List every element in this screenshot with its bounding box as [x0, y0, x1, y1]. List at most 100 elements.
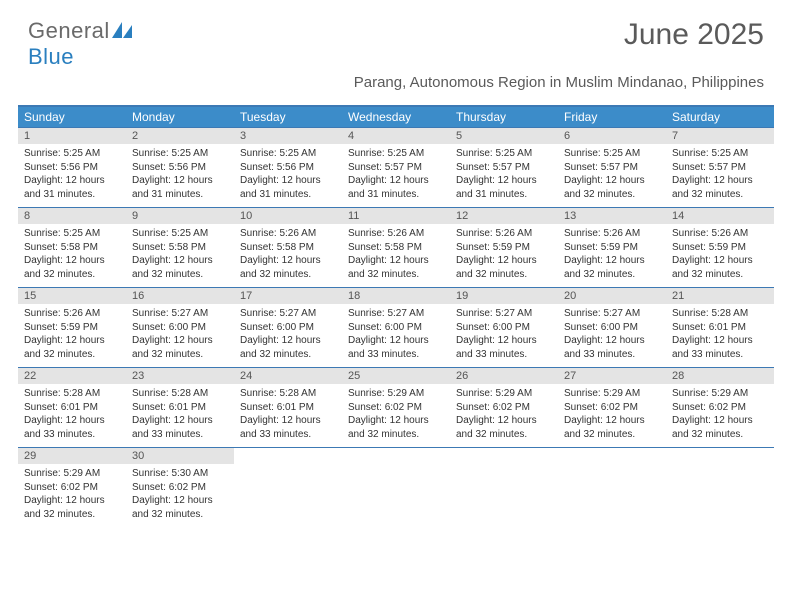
day-details: Sunrise: 5:25 AMSunset: 5:56 PMDaylight:… — [18, 144, 126, 201]
month-title: June 2025 — [624, 18, 764, 52]
day-details: Sunrise: 5:28 AMSunset: 6:01 PMDaylight:… — [666, 304, 774, 361]
calendar-grid: SundayMondayTuesdayWednesdayThursdayFrid… — [18, 105, 774, 527]
week-row: 8Sunrise: 5:25 AMSunset: 5:58 PMDaylight… — [18, 207, 774, 287]
day-cell: 10Sunrise: 5:26 AMSunset: 5:58 PMDayligh… — [234, 208, 342, 287]
day-number: 11 — [342, 208, 450, 224]
day-cell: 24Sunrise: 5:28 AMSunset: 6:01 PMDayligh… — [234, 368, 342, 447]
day-details: Sunrise: 5:26 AMSunset: 5:59 PMDaylight:… — [450, 224, 558, 281]
day-cell: . — [234, 448, 342, 527]
day-number: 17 — [234, 288, 342, 304]
dow-cell: Tuesday — [234, 107, 342, 127]
day-number: 2 — [126, 128, 234, 144]
logo-word-blue: Blue — [28, 44, 74, 69]
day-details: Sunrise: 5:27 AMSunset: 6:00 PMDaylight:… — [450, 304, 558, 361]
day-number: 16 — [126, 288, 234, 304]
day-cell: 20Sunrise: 5:27 AMSunset: 6:00 PMDayligh… — [558, 288, 666, 367]
day-cell: 6Sunrise: 5:25 AMSunset: 5:57 PMDaylight… — [558, 128, 666, 207]
day-details: Sunrise: 5:26 AMSunset: 5:58 PMDaylight:… — [342, 224, 450, 281]
day-number: 25 — [342, 368, 450, 384]
weeks-container: 1Sunrise: 5:25 AMSunset: 5:56 PMDaylight… — [18, 127, 774, 527]
day-number: 20 — [558, 288, 666, 304]
day-number: 27 — [558, 368, 666, 384]
day-details: Sunrise: 5:26 AMSunset: 5:58 PMDaylight:… — [234, 224, 342, 281]
day-cell: 14Sunrise: 5:26 AMSunset: 5:59 PMDayligh… — [666, 208, 774, 287]
logo-text: General Blue — [28, 18, 132, 70]
day-cell: 28Sunrise: 5:29 AMSunset: 6:02 PMDayligh… — [666, 368, 774, 447]
day-number: 9 — [126, 208, 234, 224]
day-details: Sunrise: 5:30 AMSunset: 6:02 PMDaylight:… — [126, 464, 234, 521]
day-number: 5 — [450, 128, 558, 144]
week-row: 22Sunrise: 5:28 AMSunset: 6:01 PMDayligh… — [18, 367, 774, 447]
day-number: 24 — [234, 368, 342, 384]
day-number: 1 — [18, 128, 126, 144]
day-number: 7 — [666, 128, 774, 144]
day-cell: 7Sunrise: 5:25 AMSunset: 5:57 PMDaylight… — [666, 128, 774, 207]
day-cell: 1Sunrise: 5:25 AMSunset: 5:56 PMDaylight… — [18, 128, 126, 207]
day-details: Sunrise: 5:25 AMSunset: 5:57 PMDaylight:… — [342, 144, 450, 201]
dow-cell: Wednesday — [342, 107, 450, 127]
day-cell: 2Sunrise: 5:25 AMSunset: 5:56 PMDaylight… — [126, 128, 234, 207]
day-details: Sunrise: 5:28 AMSunset: 6:01 PMDaylight:… — [234, 384, 342, 441]
day-details: Sunrise: 5:25 AMSunset: 5:57 PMDaylight:… — [450, 144, 558, 201]
logo-sail-icon — [112, 22, 132, 43]
day-number: 30 — [126, 448, 234, 464]
dow-cell: Thursday — [450, 107, 558, 127]
day-cell: 25Sunrise: 5:29 AMSunset: 6:02 PMDayligh… — [342, 368, 450, 447]
day-details: Sunrise: 5:28 AMSunset: 6:01 PMDaylight:… — [18, 384, 126, 441]
dow-cell: Friday — [558, 107, 666, 127]
day-details: Sunrise: 5:28 AMSunset: 6:01 PMDaylight:… — [126, 384, 234, 441]
day-number: 14 — [666, 208, 774, 224]
day-details: Sunrise: 5:25 AMSunset: 5:58 PMDaylight:… — [126, 224, 234, 281]
day-details: Sunrise: 5:29 AMSunset: 6:02 PMDaylight:… — [342, 384, 450, 441]
day-details: Sunrise: 5:25 AMSunset: 5:58 PMDaylight:… — [18, 224, 126, 281]
day-number: 15 — [18, 288, 126, 304]
day-number: 8 — [18, 208, 126, 224]
day-cell: . — [558, 448, 666, 527]
day-details: Sunrise: 5:29 AMSunset: 6:02 PMDaylight:… — [18, 464, 126, 521]
day-number: 6 — [558, 128, 666, 144]
week-row: 29Sunrise: 5:29 AMSunset: 6:02 PMDayligh… — [18, 447, 774, 527]
day-cell: 5Sunrise: 5:25 AMSunset: 5:57 PMDaylight… — [450, 128, 558, 207]
day-number: 3 — [234, 128, 342, 144]
day-details: Sunrise: 5:26 AMSunset: 5:59 PMDaylight:… — [18, 304, 126, 361]
day-details: Sunrise: 5:26 AMSunset: 5:59 PMDaylight:… — [666, 224, 774, 281]
day-number: 19 — [450, 288, 558, 304]
day-details: Sunrise: 5:26 AMSunset: 5:59 PMDaylight:… — [558, 224, 666, 281]
day-cell: 9Sunrise: 5:25 AMSunset: 5:58 PMDaylight… — [126, 208, 234, 287]
day-details: Sunrise: 5:27 AMSunset: 6:00 PMDaylight:… — [126, 304, 234, 361]
day-cell: 11Sunrise: 5:26 AMSunset: 5:58 PMDayligh… — [342, 208, 450, 287]
day-details: Sunrise: 5:27 AMSunset: 6:00 PMDaylight:… — [558, 304, 666, 361]
day-cell: 19Sunrise: 5:27 AMSunset: 6:00 PMDayligh… — [450, 288, 558, 367]
day-cell: 3Sunrise: 5:25 AMSunset: 5:56 PMDaylight… — [234, 128, 342, 207]
day-details: Sunrise: 5:25 AMSunset: 5:56 PMDaylight:… — [126, 144, 234, 201]
day-details: Sunrise: 5:29 AMSunset: 6:02 PMDaylight:… — [450, 384, 558, 441]
day-number: 21 — [666, 288, 774, 304]
day-details: Sunrise: 5:25 AMSunset: 5:56 PMDaylight:… — [234, 144, 342, 201]
day-of-week-header: SundayMondayTuesdayWednesdayThursdayFrid… — [18, 107, 774, 127]
day-details: Sunrise: 5:27 AMSunset: 6:00 PMDaylight:… — [342, 304, 450, 361]
header: General Blue June 2025 — [0, 0, 792, 70]
dow-cell: Saturday — [666, 107, 774, 127]
day-cell: . — [342, 448, 450, 527]
day-cell: 18Sunrise: 5:27 AMSunset: 6:00 PMDayligh… — [342, 288, 450, 367]
day-details: Sunrise: 5:27 AMSunset: 6:00 PMDaylight:… — [234, 304, 342, 361]
day-number: 29 — [18, 448, 126, 464]
week-row: 1Sunrise: 5:25 AMSunset: 5:56 PMDaylight… — [18, 127, 774, 207]
day-number: 22 — [18, 368, 126, 384]
day-cell: 26Sunrise: 5:29 AMSunset: 6:02 PMDayligh… — [450, 368, 558, 447]
day-cell: 8Sunrise: 5:25 AMSunset: 5:58 PMDaylight… — [18, 208, 126, 287]
day-details: Sunrise: 5:25 AMSunset: 5:57 PMDaylight:… — [666, 144, 774, 201]
day-cell: 21Sunrise: 5:28 AMSunset: 6:01 PMDayligh… — [666, 288, 774, 367]
dow-cell: Sunday — [18, 107, 126, 127]
day-cell: 12Sunrise: 5:26 AMSunset: 5:59 PMDayligh… — [450, 208, 558, 287]
day-number: 23 — [126, 368, 234, 384]
day-cell: 15Sunrise: 5:26 AMSunset: 5:59 PMDayligh… — [18, 288, 126, 367]
day-cell: . — [450, 448, 558, 527]
day-cell: 29Sunrise: 5:29 AMSunset: 6:02 PMDayligh… — [18, 448, 126, 527]
day-cell: 4Sunrise: 5:25 AMSunset: 5:57 PMDaylight… — [342, 128, 450, 207]
logo-word-general: General — [28, 18, 110, 43]
day-number: 13 — [558, 208, 666, 224]
day-details: Sunrise: 5:29 AMSunset: 6:02 PMDaylight:… — [558, 384, 666, 441]
day-cell: 17Sunrise: 5:27 AMSunset: 6:00 PMDayligh… — [234, 288, 342, 367]
logo: General Blue — [28, 18, 132, 70]
